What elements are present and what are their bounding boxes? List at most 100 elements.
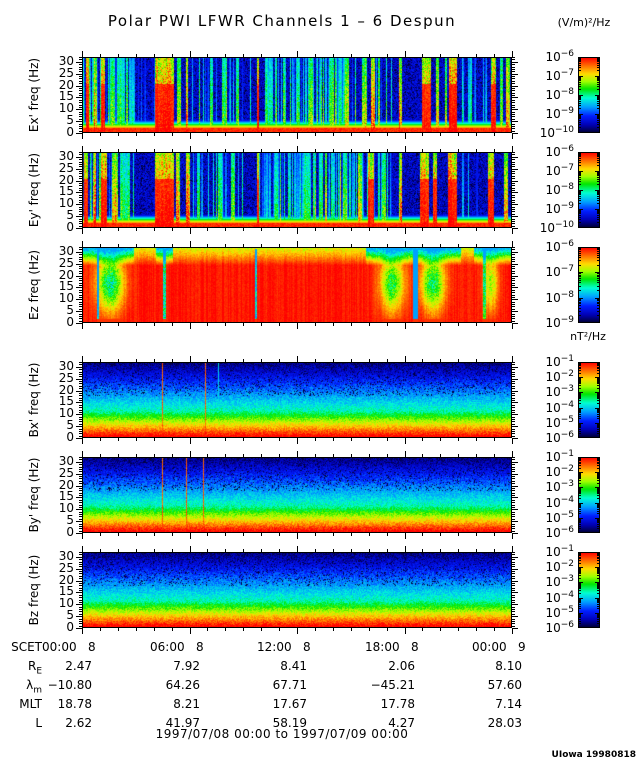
freq-tick-label: 0 (66, 620, 74, 634)
panel-axis-ticks (76, 451, 518, 539)
freq-tick-label: 15 (58, 279, 74, 294)
freq-tick-label: 30 (58, 453, 74, 468)
ephemeris-value: 4.27 (388, 716, 415, 730)
freq-tick-label: 15 (58, 184, 74, 199)
ey-colorbar-label: 10−7 (545, 163, 574, 178)
ephemeris-value: 17.78 (380, 697, 415, 711)
bz-colorbar-label: 10−3 (545, 574, 574, 590)
freq-tick-label: 25 (58, 65, 74, 80)
ephemeris-value: 8.10 (495, 659, 522, 673)
panel-axis-ticks (76, 146, 518, 234)
ey-spectrogram (82, 152, 512, 228)
bz-spectrogram (82, 552, 512, 628)
freq-tick-label: 30 (58, 53, 74, 68)
freq-tick-label: 10 (58, 406, 74, 421)
ez-axis-label: Ez freq (Hz) (27, 249, 41, 321)
scet-tick-label: 00:00 8 (42, 640, 96, 654)
ex-colorbar-label: 10−8 (545, 87, 574, 102)
freq-tick-label: 0 (66, 125, 74, 139)
scet-row-label: SCET (11, 640, 42, 654)
ey-colorbar-label: 10−6 (545, 144, 574, 159)
by-colorbar-label: 10−3 (545, 479, 574, 495)
bx-colorbar-label: 10−4 (545, 399, 574, 415)
freq-tick-label: 5 (66, 303, 74, 318)
e-field-units-label: (V/m)²/Hz (557, 16, 611, 29)
freq-tick-label: 10 (58, 596, 74, 611)
bx-colorbar-label: 10−2 (545, 369, 574, 385)
bz-colorbar-label: 10−4 (545, 589, 574, 605)
freq-tick-label: 30 (58, 148, 74, 163)
ephemeris-value: 2.47 (65, 659, 92, 673)
ez-colorbar-ticks (578, 247, 600, 323)
ez-spectrogram (82, 247, 512, 323)
bz-colorbar-label: 10−2 (545, 559, 574, 575)
ephemeris-value: 2.62 (65, 716, 92, 730)
ex-colorbar-label: 10−10 (539, 125, 574, 140)
ephemeris-value: 28.03 (487, 716, 522, 730)
bz-colorbar (578, 552, 600, 628)
freq-tick-label: 10 (58, 291, 74, 306)
freq-tick-label: 15 (58, 394, 74, 409)
freq-tick-label: 5 (66, 513, 74, 528)
freq-tick-label: 0 (66, 525, 74, 539)
ex-colorbar-label: 10−6 (545, 49, 574, 64)
ephemeris-value: 7.92 (173, 659, 200, 673)
freq-tick-label: 30 (58, 358, 74, 373)
plot-title: Polar PWI LFWR Channels 1 – 6 Despun (107, 12, 457, 30)
freq-tick-label: 5 (66, 418, 74, 433)
freq-tick-label: 20 (58, 477, 74, 492)
panel-axis-ticks (76, 356, 518, 444)
ephemeris-value: −45.21 (370, 678, 415, 692)
by-colorbar (578, 457, 600, 533)
credit-label: UIowa 19980818 (551, 750, 636, 760)
freq-tick-label: 30 (58, 243, 74, 258)
freq-tick-label: 25 (58, 160, 74, 175)
ephemeris-row-label: L (35, 716, 42, 730)
scet-tick-label: 00:00 9 (472, 640, 526, 654)
panel-axis-ticks (76, 546, 518, 634)
freq-tick-label: 10 (58, 501, 74, 516)
bz-colorbar-label: 10−1 (545, 544, 574, 559)
bz-colorbar-label: 10−6 (545, 620, 574, 635)
ez-colorbar (578, 247, 600, 323)
scet-tick-label: 12:00 8 (257, 640, 311, 654)
ez-colorbar-label: 10−7 (545, 264, 574, 280)
ey-colorbar-label: 10−9 (545, 201, 574, 216)
ephemeris-value: 2.06 (388, 659, 415, 673)
bx-colorbar-label: 10−3 (545, 384, 574, 400)
freq-tick-label: 0 (66, 430, 74, 444)
freq-tick-label: 20 (58, 172, 74, 187)
freq-tick-label: 20 (58, 382, 74, 397)
ez-colorbar-label: 10−6 (545, 239, 574, 254)
ey-colorbar-ticks (578, 152, 600, 228)
freq-tick-label: 0 (66, 220, 74, 234)
b-field-units-label: nT²/Hz (570, 330, 606, 343)
ephemeris-value: 58.19 (272, 716, 307, 730)
ephemeris-row-label: λm (26, 678, 42, 696)
bz-axis-label: Bz freq (Hz) (27, 554, 41, 626)
ephemeris-row-label: RE (27, 659, 42, 677)
ex-colorbar-label: 10−9 (545, 106, 574, 121)
freq-tick-label: 15 (58, 89, 74, 104)
ephemeris-value: 8.21 (173, 697, 200, 711)
bx-spectrogram (82, 362, 512, 438)
freq-tick-label: 5 (66, 608, 74, 623)
panel-axis-ticks (76, 51, 518, 139)
panel-axis-ticks (76, 241, 518, 329)
freq-tick-label: 10 (58, 196, 74, 211)
ephemeris-value: 41.97 (165, 716, 200, 730)
by-spectrogram (82, 457, 512, 533)
by-colorbar-label: 10−6 (545, 525, 574, 540)
date-range-label: 1997/07/08 00:00 to 1997/07/09 00:00 (155, 727, 409, 741)
freq-tick-label: 20 (58, 572, 74, 587)
freq-tick-label: 5 (66, 208, 74, 223)
ephemeris-value: 67.71 (272, 678, 307, 692)
ey-colorbar-label: 10−10 (539, 220, 574, 235)
bz-colorbar-ticks (578, 552, 600, 628)
ephemeris-value: 17.67 (272, 697, 307, 711)
ex-colorbar-ticks (578, 57, 600, 133)
bx-colorbar-label: 10−1 (545, 354, 574, 369)
freq-tick-label: 15 (58, 584, 74, 599)
freq-tick-label: 25 (58, 560, 74, 575)
by-colorbar-label: 10−5 (545, 509, 574, 525)
